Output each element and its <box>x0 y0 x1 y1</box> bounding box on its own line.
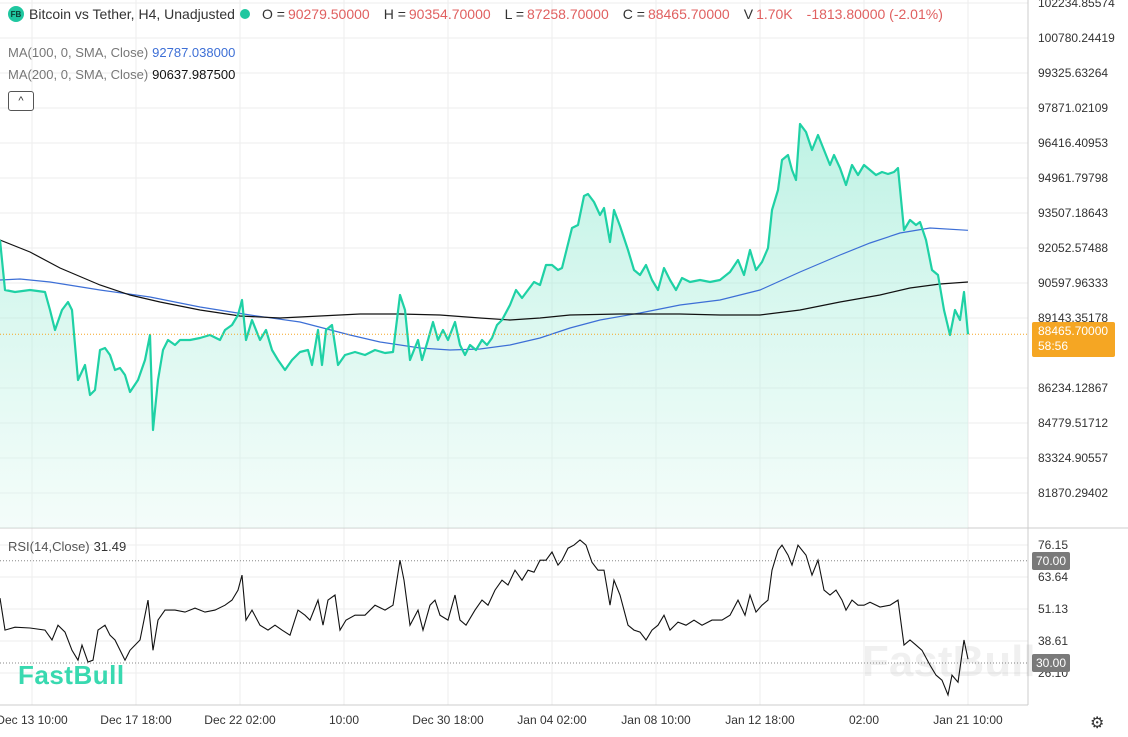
time-tick-label: Jan 04 02:00 <box>517 713 587 727</box>
fastbull-logo-icon: FB <box>8 6 24 22</box>
price-tick-label: 94961.79798 <box>1038 171 1109 185</box>
price-tick-label: 93507.18643 <box>1038 206 1109 220</box>
last-price-tag: 88465.70000 58:56 <box>1032 322 1115 357</box>
low-key: L = <box>504 6 524 22</box>
bar-countdown: 58:56 <box>1038 339 1069 353</box>
low-value: 87258.70000 <box>527 6 609 22</box>
time-tick-label: Dec 17 18:00 <box>100 713 172 727</box>
settings-gear-icon[interactable]: ⚙ <box>1090 715 1105 732</box>
price-tick-label: 89143.35178 <box>1038 311 1109 325</box>
rsi-tick-label: 63.64 <box>1038 570 1069 584</box>
chart-header: FB Bitcoin vs Tether, H4, Unadjusted O =… <box>8 6 957 22</box>
change-value: -1813.80000 (-2.01%) <box>806 6 943 22</box>
time-tick-label: Jan 08 10:00 <box>621 713 691 727</box>
rsi-oversold-tag: 30.00 <box>1032 654 1070 672</box>
chevron-up-icon: ^ <box>18 95 24 107</box>
rsi-tick-label: 76.15 <box>1038 538 1069 552</box>
collapse-indicators-button[interactable]: ^ <box>8 91 34 111</box>
price-tick-label: 99325.63264 <box>1038 66 1109 80</box>
time-tick-label: 02:00 <box>848 713 880 727</box>
ma200-legend[interactable]: MA(200, 0, SMA, Close) 90637.987500 <box>8 67 235 82</box>
time-tick-label: Jan 12 18:00 <box>725 713 795 727</box>
market-status-dot-icon <box>239 9 250 19</box>
time-tick-label: Dec 13 10:00 <box>0 713 68 727</box>
price-line <box>0 122 970 432</box>
open-value: 90279.50000 <box>287 6 370 22</box>
ma200-line <box>0 239 969 321</box>
price-tick-label: 83324.90557 <box>1038 451 1109 465</box>
rsi-legend[interactable]: RSI(14,Close) 31.49 <box>8 539 126 554</box>
ma100-line <box>0 227 969 351</box>
rsi-tick-label: 38.61 <box>1038 634 1069 649</box>
rsi-label: RSI(14,Close) <box>8 539 90 554</box>
volume-value: 1.70K <box>756 6 793 22</box>
symbol-title: Bitcoin vs Tether, H4, Unadjusted <box>29 6 235 22</box>
price-tick-label: 92052.57488 <box>1038 241 1109 255</box>
last-price: 88465.70000 <box>1038 324 1109 338</box>
ma200-value: 90637.987500 <box>152 67 236 82</box>
price-tick-label: 102234.85574 <box>1038 0 1115 10</box>
price-area-fill <box>0 124 968 528</box>
price-tick-label: 81870.29402 <box>1038 486 1109 500</box>
price-tick-label: 97871.02109 <box>1038 101 1109 115</box>
rsi-value: 31.49 <box>93 539 127 554</box>
open-key: O = <box>261 6 285 22</box>
close-key: C = <box>622 6 645 22</box>
fastbull-watermark-faded: FastBull <box>862 637 1036 686</box>
ma200-label: MA(200, 0, SMA, Close) <box>8 67 149 82</box>
volume-key: V <box>743 6 754 22</box>
price-tick-label: 100780.24419 <box>1038 31 1115 45</box>
rsi-overbought-tag: 70.00 <box>1032 552 1070 570</box>
rsi-line <box>0 539 969 697</box>
high-value: 90354.70000 <box>408 6 491 22</box>
price-tick-label: 96416.40953 <box>1038 136 1109 150</box>
close-value: 88465.70000 <box>647 6 730 22</box>
high-key: H = <box>383 6 406 22</box>
price-tick-label: 84779.51712 <box>1038 416 1109 430</box>
ma100-value: 92787.038000 <box>152 45 236 60</box>
rsi-tick-label: 51.13 <box>1038 602 1069 616</box>
price-tick-label: 86234.12867 <box>1038 381 1109 395</box>
time-tick-label: Dec 30 18:00 <box>412 713 484 727</box>
time-tick-label: Dec 22 02:00 <box>204 713 276 727</box>
fastbull-watermark: FastBull <box>18 660 125 690</box>
ma100-label: MA(100, 0, SMA, Close) <box>8 45 149 60</box>
ma100-legend[interactable]: MA(100, 0, SMA, Close) 92787.038000 <box>8 45 235 60</box>
price-tick-label: 90597.96333 <box>1038 276 1109 290</box>
time-tick-label: Jan 21 10:00 <box>933 713 1003 727</box>
time-tick-label: 10:00 <box>328 713 360 727</box>
